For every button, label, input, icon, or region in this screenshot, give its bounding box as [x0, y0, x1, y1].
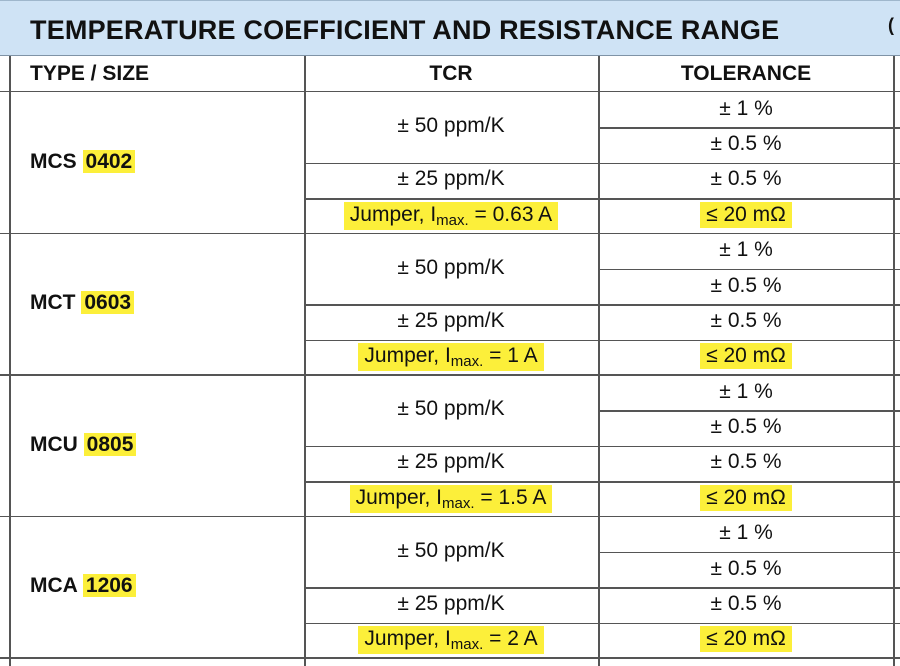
row-divider — [304, 198, 900, 200]
tcr-50: ± 50 ppm/K — [397, 114, 505, 138]
row-divider — [304, 587, 900, 589]
column-divider-right — [893, 56, 895, 666]
type-name: MCA — [30, 574, 78, 598]
size-code: 1206 — [82, 574, 136, 598]
tcr-25: ± 25 ppm/K — [397, 591, 505, 615]
jumper-value: = 1.5 A — [474, 485, 547, 509]
jumper-tol-cell: ≤ 20 mΩ — [598, 343, 894, 370]
header-tolerance: TOLERANCE — [680, 62, 812, 85]
tcr-25: ± 25 ppm/K — [397, 167, 505, 191]
border-left — [9, 56, 11, 666]
type-label: MCU 0805 — [30, 432, 137, 457]
jumper-current: Jumper, Imax. = 2 A — [358, 626, 544, 655]
jumper-value: = 0.63 A — [468, 202, 553, 226]
tolerance-05: ± 0.5 % — [710, 415, 782, 439]
group-divider — [0, 374, 900, 376]
group-row: MCT 0603 ± 50 ppm/K ± 1 % ± 0.5 % ± 25 p… — [0, 234, 900, 376]
size-code: 0805 — [83, 432, 137, 456]
type-label: MCS 0402 — [30, 149, 136, 174]
column-divider-tcr — [304, 56, 306, 666]
tolerance-05: ± 0.5 % — [710, 556, 782, 580]
row-divider — [598, 551, 900, 554]
row-divider — [598, 410, 900, 412]
group-divider — [0, 657, 900, 659]
jumper-cell: Jumper, Imax. = 2 A — [304, 626, 598, 655]
jumper-cell: Jumper, Imax. = 1 A — [304, 343, 598, 372]
jumper-cell: Jumper, Imax. = 1.5 A — [304, 484, 598, 513]
jumper-current: Jumper, Imax. = 1 A — [358, 343, 544, 372]
tolerance-05-b: ± 0.5 % — [710, 308, 782, 332]
jumper-subscript: max. — [450, 353, 484, 371]
tolerance-1: ± 1 % — [719, 379, 773, 403]
jumper-resistance: ≤ 20 mΩ — [700, 201, 792, 228]
row-divider — [598, 268, 900, 271]
tcr-25: ± 25 ppm/K — [397, 450, 505, 474]
row-divider — [304, 162, 900, 165]
jumper-tol-cell: ≤ 20 mΩ — [598, 484, 894, 511]
group-row: MCA 1206 ± 50 ppm/K ± 1 % ± 0.5 % ± 25 p… — [0, 517, 900, 659]
group-divider — [0, 232, 900, 234]
tcr-50: ± 50 ppm/K — [397, 255, 505, 279]
title-bar: TEMPERATURE COEFFICIENT AND RESISTANCE R… — [0, 0, 900, 56]
table-title: TEMPERATURE COEFFICIENT AND RESISTANCE R… — [30, 15, 780, 45]
type-name: MCS — [30, 149, 77, 173]
tolerance-1: ± 1 % — [719, 96, 773, 120]
tcr-50: ± 50 ppm/K — [397, 397, 505, 421]
type-name: MCT — [30, 291, 76, 315]
table-header: TYPE / SIZE TCR TOLERANCE — [0, 56, 900, 92]
jumper-label: Jumper, I — [349, 202, 437, 226]
jumper-label: Jumper, I — [364, 627, 451, 651]
group-row: MCS 0402 ± 50 ppm/K ± 1 % ± 0.5 % ± 25 p… — [0, 92, 900, 234]
jumper-resistance: ≤ 20 mΩ — [700, 484, 792, 511]
tcr-25: ± 25 ppm/K — [397, 308, 505, 332]
tcr-50: ± 50 ppm/K — [397, 538, 505, 562]
jumper-tol-cell: ≤ 20 mΩ — [598, 201, 894, 228]
jumper-subscript: max. — [450, 636, 484, 654]
jumper-cell: Jumper, Imax. = 0.63 A — [304, 201, 598, 230]
tolerance-05: ± 0.5 % — [710, 132, 782, 156]
title-footnote-mark: ( — [888, 15, 894, 35]
row-divider — [304, 481, 900, 483]
jumper-subscript: max. — [436, 211, 469, 229]
tolerance-1: ± 1 % — [719, 521, 773, 545]
row-divider — [598, 127, 900, 129]
jumper-current: Jumper, Imax. = 0.63 A — [343, 201, 559, 230]
jumper-value: = 2 A — [483, 627, 538, 651]
tolerance-05-b: ± 0.5 % — [710, 450, 782, 474]
jumper-label: Jumper, I — [355, 485, 443, 509]
tolerance-05-b: ± 0.5 % — [710, 591, 782, 615]
header-type-size: TYPE / SIZE — [30, 62, 150, 85]
tolerance-1: ± 1 % — [719, 238, 773, 262]
jumper-value: = 1 A — [483, 344, 538, 368]
row-divider — [304, 304, 900, 306]
jumper-current: Jumper, Imax. = 1.5 A — [349, 484, 553, 513]
size-code: 0402 — [82, 149, 136, 173]
group-divider — [0, 515, 900, 517]
row-divider — [304, 339, 900, 342]
column-divider-tolerance — [598, 56, 600, 666]
type-name: MCU — [30, 432, 78, 456]
jumper-tol-cell: ≤ 20 mΩ — [598, 626, 894, 653]
row-divider — [304, 622, 900, 625]
size-code: 0603 — [81, 291, 135, 315]
jumper-resistance: ≤ 20 mΩ — [700, 343, 792, 370]
type-label: MCT 0603 — [30, 291, 135, 315]
row-divider — [304, 445, 900, 448]
jumper-subscript: max. — [442, 494, 475, 512]
group-row: MCU 0805 ± 50 ppm/K ± 1 % ± 0.5 % ± 25 p… — [0, 375, 900, 517]
tolerance-05-b: ± 0.5 % — [710, 167, 782, 191]
jumper-resistance: ≤ 20 mΩ — [700, 626, 792, 653]
type-label: MCA 1206 — [30, 574, 136, 598]
jumper-label: Jumper, I — [364, 344, 451, 368]
header-tcr: TCR — [429, 62, 473, 85]
tolerance-05: ± 0.5 % — [710, 273, 782, 297]
